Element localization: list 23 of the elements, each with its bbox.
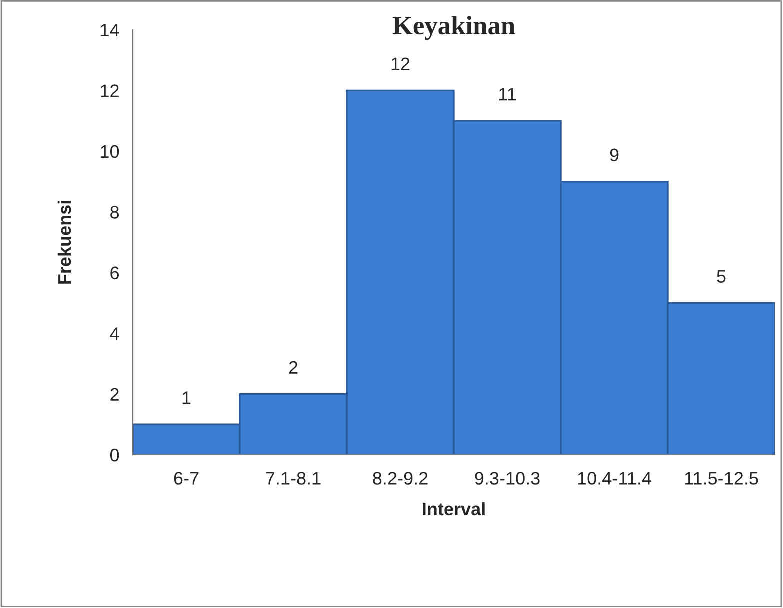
y-tick-label: 2 xyxy=(110,388,119,401)
y-tick-label: 6 xyxy=(110,266,120,280)
x-tick-label: 9.3-10.3 xyxy=(475,472,540,485)
data-label: 11 xyxy=(500,88,516,101)
x-tick-label: 8.2-9.2 xyxy=(373,472,428,485)
x-tick-label: 7.1-8.1 xyxy=(266,472,321,485)
y-tick-label: 14 xyxy=(101,24,120,37)
y-tick-label: 4 xyxy=(110,328,120,340)
x-axis-title: Interval xyxy=(423,502,485,516)
chart-title: Keyakinan xyxy=(392,16,516,40)
x-tick-label: 6-7 xyxy=(174,472,199,485)
data-label: 12 xyxy=(392,58,410,70)
data-label: 5 xyxy=(717,270,726,283)
y-axis-title: Frekuensi xyxy=(58,201,72,284)
y-tick-label: 8 xyxy=(110,206,120,219)
x-tick-label: 11.5-12.5 xyxy=(685,472,758,485)
y-tick-label: 0 xyxy=(110,448,120,462)
data-label: 2 xyxy=(289,361,298,374)
x-tick-label: 10.4-11.4 xyxy=(578,472,652,485)
y-tick-label: 12 xyxy=(101,84,119,98)
data-label: 1 xyxy=(182,392,191,404)
y-tick-label: 10 xyxy=(101,145,120,158)
data-label: 9 xyxy=(610,148,619,162)
